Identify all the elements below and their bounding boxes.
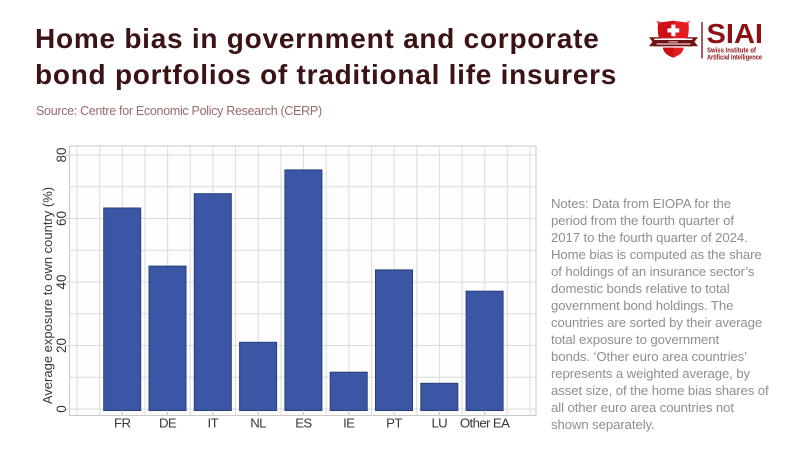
svg-text:DE: DE <box>159 416 177 431</box>
svg-text:NL: NL <box>250 416 266 431</box>
svg-text:Swiss Institute of: Swiss Institute of <box>707 45 756 54</box>
svg-text:80: 80 <box>54 147 69 162</box>
svg-text:SIAI: SIAI <box>707 18 764 49</box>
svg-text:60: 60 <box>54 211 69 226</box>
svg-text:Artificial Intelligence: Artificial Intelligence <box>707 52 762 61</box>
svg-text:20: 20 <box>54 338 69 353</box>
svg-text:0: 0 <box>54 405 69 413</box>
svg-text:IE: IE <box>343 416 355 431</box>
svg-text:40: 40 <box>54 274 69 289</box>
svg-text:Average exposure to own countr: Average exposure to own country (%) <box>40 187 55 404</box>
svg-text:IT: IT <box>208 416 219 431</box>
svg-text:Other EA: Other EA <box>460 416 510 431</box>
svg-text:ES: ES <box>295 416 312 431</box>
svg-text:LU: LU <box>431 416 447 431</box>
svg-text:FR: FR <box>114 416 130 431</box>
svg-text:PT: PT <box>386 416 402 431</box>
